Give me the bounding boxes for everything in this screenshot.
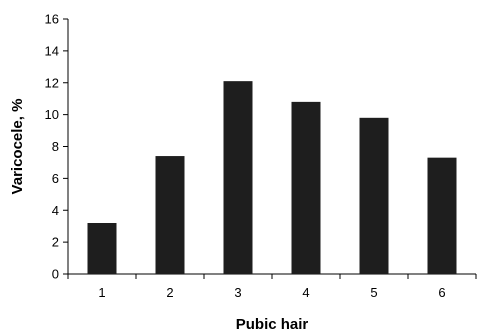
y-tick-label: 16 [45, 12, 59, 27]
y-tick-label: 8 [52, 139, 59, 154]
bar [427, 157, 457, 274]
bar [223, 81, 253, 274]
bar [155, 156, 185, 274]
bar [359, 117, 389, 274]
bars [87, 81, 457, 274]
x-tick-label: 1 [98, 285, 105, 300]
x-axis-title: Pubic hair [236, 316, 309, 333]
bar [291, 101, 321, 274]
y-axis-title: Varicocele, % [9, 99, 26, 195]
x-tick-label: 5 [370, 285, 377, 300]
bar [87, 223, 117, 274]
y-tick-label: 6 [52, 171, 59, 186]
y-tick-label: 10 [45, 107, 59, 122]
y-tick-label: 12 [45, 75, 59, 90]
y-tick-label: 4 [52, 203, 59, 218]
y-tick-label: 0 [52, 267, 59, 282]
x-tick-label: 4 [302, 285, 309, 300]
x-tick-label: 6 [438, 285, 445, 300]
y-tick-label: 2 [52, 235, 59, 250]
y-axis-ticks: 0 2 4 6 8 10 12 14 16 [45, 12, 68, 282]
x-tick-label: 3 [234, 285, 241, 300]
x-tick-label: 2 [166, 285, 173, 300]
y-tick-label: 14 [45, 43, 59, 58]
x-axis-ticks: 1 2 3 4 5 6 [67, 274, 477, 300]
